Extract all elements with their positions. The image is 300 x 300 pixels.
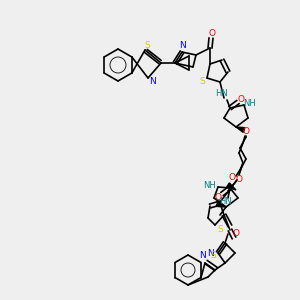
Text: NH: NH: [243, 98, 255, 107]
Text: O: O: [232, 230, 239, 238]
Text: N: N: [208, 248, 214, 257]
Text: S: S: [144, 40, 150, 50]
Text: S: S: [199, 76, 205, 85]
Polygon shape: [227, 183, 236, 190]
Polygon shape: [216, 202, 226, 207]
Polygon shape: [236, 127, 245, 132]
Text: O: O: [208, 29, 215, 38]
Text: NH: NH: [204, 181, 216, 190]
Text: O: O: [238, 95, 244, 104]
Text: HN: HN: [220, 197, 232, 206]
Text: N: N: [148, 76, 155, 85]
Text: O: O: [229, 173, 236, 182]
Text: S: S: [210, 250, 216, 260]
Text: O: O: [236, 175, 242, 184]
Text: S: S: [217, 224, 223, 233]
Text: O: O: [214, 194, 221, 202]
Text: N: N: [178, 41, 185, 50]
Text: HN: HN: [214, 89, 227, 98]
Text: O: O: [242, 128, 250, 136]
Text: N: N: [200, 251, 206, 260]
